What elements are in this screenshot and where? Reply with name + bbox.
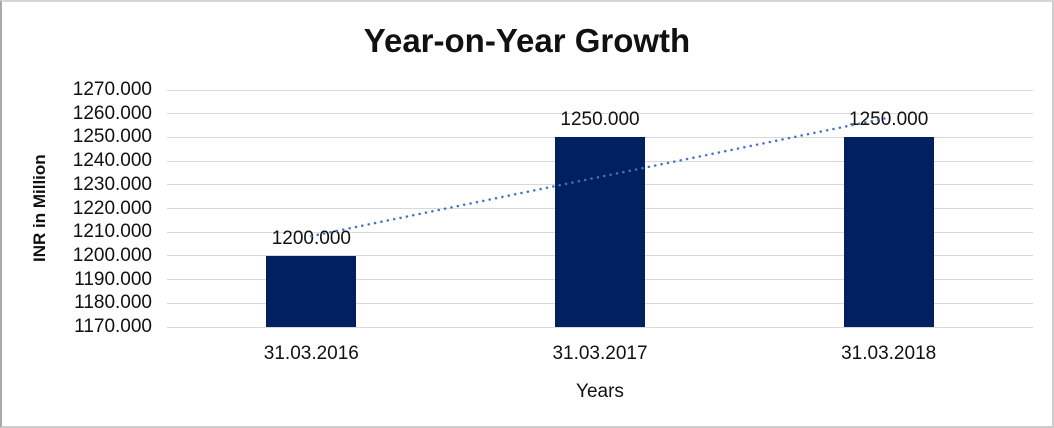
trendline-path [310,116,890,238]
x-tick-label: 31.03.2018 [841,343,937,364]
bar [843,137,934,327]
y-tick-label: 1250.000 [72,126,152,148]
y-tick-label: 1220.000 [72,197,152,219]
y-tick-label: 1260.000 [72,102,152,124]
bar-value-label: 1250.000 [560,109,640,131]
y-tick-label: 1170.000 [74,316,152,337]
y-tick-label: 1210.000 [72,221,152,243]
gridline [167,89,1033,91]
y-tick-label: 1230.000 [72,173,152,195]
chart-title: Year-on-Year Growth [363,22,691,59]
gridline [167,326,1033,328]
bar [266,255,357,327]
x-tick-label: 31.03.2017 [552,343,648,364]
plot-area: 1200.000 1250.000 1250.000 [167,89,1033,328]
y-tick-label: 1240.000 [72,150,152,172]
bar-value-label: 1250.000 [849,109,929,131]
gridline [167,113,1033,115]
y-tick-label: 1190.000 [74,268,152,290]
bar [555,137,645,327]
y-tick-label: 1180.000 [74,292,152,314]
x-axis-title: Years [576,381,624,402]
trendline [310,116,890,238]
y-tick-label: 1270.000 [72,79,152,100]
x-tick-label: 31.03.2016 [263,343,359,364]
gridline [167,136,1033,138]
y-tick-label: 1200.000 [72,244,152,266]
